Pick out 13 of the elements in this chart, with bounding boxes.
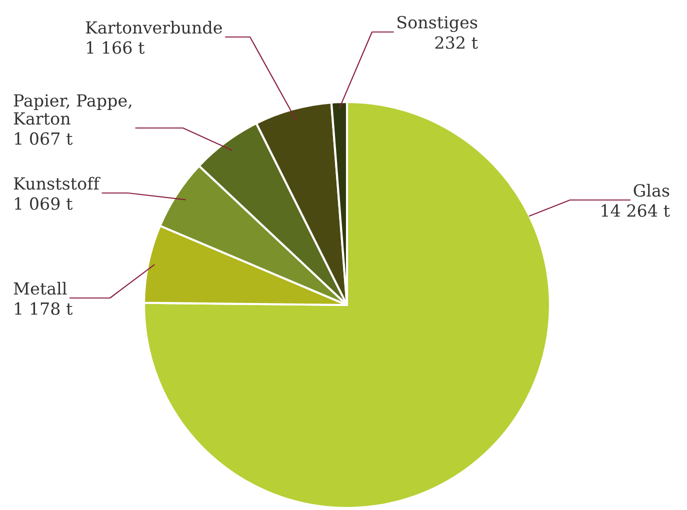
pie-slice [142, 100, 552, 510]
slice-label: Kunststoff [14, 176, 100, 190]
slice-label: Glas [634, 184, 670, 197]
data-label: 1 067 t [15, 132, 73, 145]
data-label: 1 166 t [87, 41, 145, 54]
slice-label: Metall [14, 282, 67, 295]
data-label: 1 178 t [15, 302, 73, 315]
slice-label: Sonstiges [398, 16, 478, 32]
data-label: 14 264 t [602, 204, 670, 217]
data-label: 232 t [435, 36, 478, 49]
slice-label: Papier, Pappe, Karton [14, 94, 132, 125]
slice-label: Kartonverbunde [86, 20, 222, 34]
data-label: 1 069 t [15, 197, 73, 210]
